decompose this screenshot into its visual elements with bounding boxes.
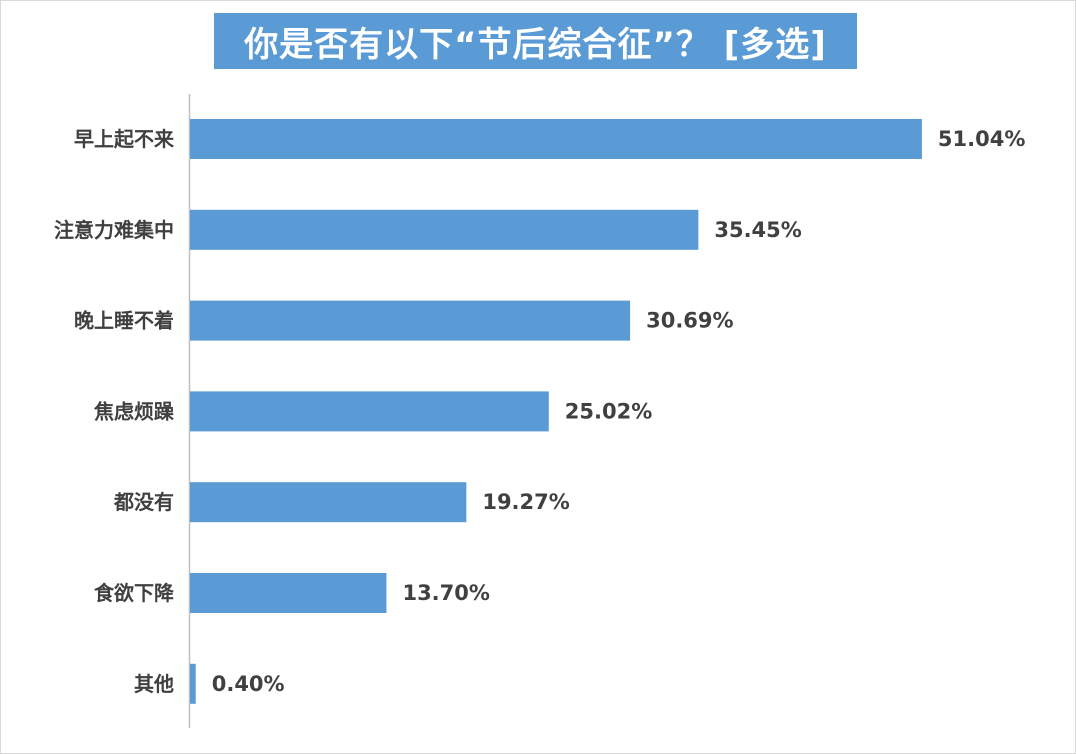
bar-1 [190,209,699,250]
category-label-4: 都没有 [113,490,174,514]
category-label-2: 晚上睡不着 [74,309,174,333]
value-label-0: 51.04% [938,127,1025,151]
chart-title-box: 你是否有以下“节后综合征”？ [多选] [214,13,857,69]
category-label-0: 早上起不来 [74,127,175,151]
bar-3 [190,391,549,432]
bar-group: 早上起不来 51.04% 注意力难集中 35.45% 晚上睡不着 30.69% 焦虑烦躁 25… [54,119,1025,704]
chart-title: 你是否有以下“节后综合征”？ [多选] [244,24,827,65]
value-label-3: 25.02% [565,399,652,423]
bar-6 [190,663,196,704]
value-label-4: 19.27% [482,490,569,514]
bar-0 [190,119,922,159]
bar-2 [190,300,631,341]
category-label-6: 其他 [134,672,174,696]
bar-5 [190,573,387,613]
bar-4 [190,482,467,523]
value-label-2: 30.69% [646,309,733,333]
value-label-5: 13.70% [402,581,489,605]
category-label-3: 焦虑烦躁 [94,399,174,423]
value-label-6: 0.40% [212,672,285,696]
category-label-5: 食欲下降 [94,581,175,605]
category-label-1: 注意力难集中 [54,218,174,242]
value-label-1: 35.45% [714,218,801,242]
